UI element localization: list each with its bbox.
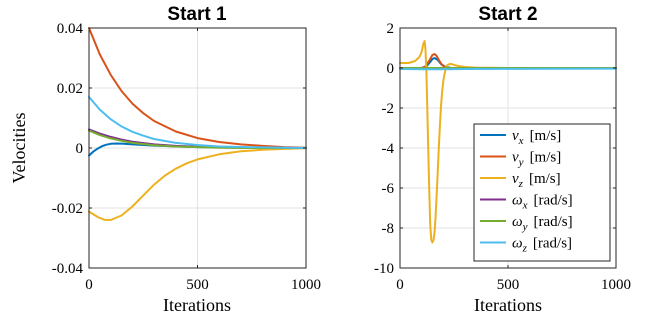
legend-label: vx [m/s] xyxy=(512,128,561,147)
ticks-start-2: 0 500 1000 2 0 -2 -4 -6 -8 -10 xyxy=(374,21,631,293)
chart-title-start-2: Start 2 xyxy=(478,4,537,25)
legend-box xyxy=(473,123,611,262)
legend-item: ωz [rad/s] xyxy=(480,236,572,255)
y-tick-label: 2 xyxy=(387,21,395,37)
y-tick-label: 0.02 xyxy=(57,81,83,97)
y-tick-label: 0 xyxy=(76,141,84,157)
x-tick-label: 500 xyxy=(497,277,520,293)
legend-start-2: vx [m/s] vy [m/s] vz [m/s] ωx [rad/s] ωy [rad/s] ω… xyxy=(473,123,611,262)
y-tick-label: 0 xyxy=(387,61,395,77)
legend-label: vz [m/s] xyxy=(512,171,561,190)
chart-start-2: Start 2 0 500 1000 2 0 -2 -4 -6 -8 -10 Iterations… xyxy=(374,4,631,315)
series-line-3 xyxy=(399,40,617,244)
legend-label: ωy [rad/s] xyxy=(512,214,573,233)
legend-item: vy [m/s] xyxy=(480,150,561,169)
legend-label: ωz [rad/s] xyxy=(512,236,572,255)
legend-item: vz [m/s] xyxy=(480,171,561,190)
x-tick-label: 500 xyxy=(186,277,209,293)
chart-title-start-1: Start 1 xyxy=(167,4,227,25)
y-tick-label: -0.02 xyxy=(52,201,83,217)
y-tick-label: -0.04 xyxy=(52,261,84,277)
x-axis-label-start-1: Iterations xyxy=(163,295,231,315)
series-line-6 xyxy=(88,96,307,149)
y-tick-label: 0.04 xyxy=(57,21,84,37)
y-tick-label: -8 xyxy=(382,221,395,237)
legend-label: vy [m/s] xyxy=(512,150,561,169)
x-tick-label: 0 xyxy=(85,277,93,293)
legend-item: ωx [rad/s] xyxy=(480,193,573,212)
x-axis-label-start-2: Iterations xyxy=(474,295,542,315)
series-lines-start-2 xyxy=(399,40,617,244)
series-line-2 xyxy=(88,27,307,149)
ticks-start-1: 0 500 1000 0.04 0.02 0 -0.02 -0.04 xyxy=(52,21,321,293)
x-tick-label: 1000 xyxy=(601,277,631,293)
y-axis-label-start-1: Velocities xyxy=(9,113,29,184)
y-tick-label: -2 xyxy=(382,101,395,117)
x-tick-label: 0 xyxy=(396,277,404,293)
y-tick-label: -6 xyxy=(382,181,395,197)
legend-item: vx [m/s] xyxy=(480,128,561,147)
x-tick-label: 1000 xyxy=(291,277,321,293)
y-tick-label: -10 xyxy=(374,261,394,277)
series-line-3 xyxy=(88,147,307,221)
series-lines-start-1 xyxy=(88,27,307,221)
chart-start-1: Start 1 0 500 1000 0.04 0.02 0 -0.02 -0.04 Iter… xyxy=(9,4,321,315)
legend-label: ωx [rad/s] xyxy=(512,193,573,212)
legend-item: ωy [rad/s] xyxy=(480,214,573,233)
series-line-6 xyxy=(399,67,617,71)
y-tick-label: -4 xyxy=(382,141,395,157)
